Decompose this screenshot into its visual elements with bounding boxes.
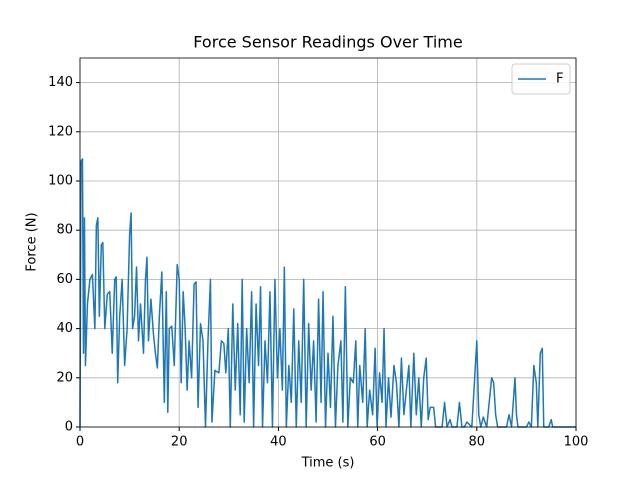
axes-frame <box>79 57 577 428</box>
y-tick-label: 80 <box>56 223 73 238</box>
y-tick-label: 140 <box>48 75 73 90</box>
x-tick-label: 0 <box>76 435 84 450</box>
legend-label: F <box>556 72 563 87</box>
y-tick-label: 60 <box>56 272 73 287</box>
x-tick-label: 100 <box>564 435 589 450</box>
x-tick-label: 20 <box>171 435 188 450</box>
x-tick-label: 40 <box>270 435 287 450</box>
y-tick-label: 0 <box>65 420 73 435</box>
chart-title: Force Sensor Readings Over Time <box>193 33 462 52</box>
data-line <box>79 158 576 428</box>
x-tick-label: 80 <box>469 435 486 450</box>
y-axis-label: Force (N) <box>25 212 40 271</box>
x-axis-label: Time (s) <box>301 456 355 471</box>
y-tick-label: 100 <box>48 174 73 189</box>
x-tick-label: 60 <box>369 435 386 450</box>
y-tick-label: 40 <box>56 321 73 336</box>
y-tick-label: 20 <box>56 370 73 385</box>
y-tick-label: 120 <box>48 124 73 139</box>
